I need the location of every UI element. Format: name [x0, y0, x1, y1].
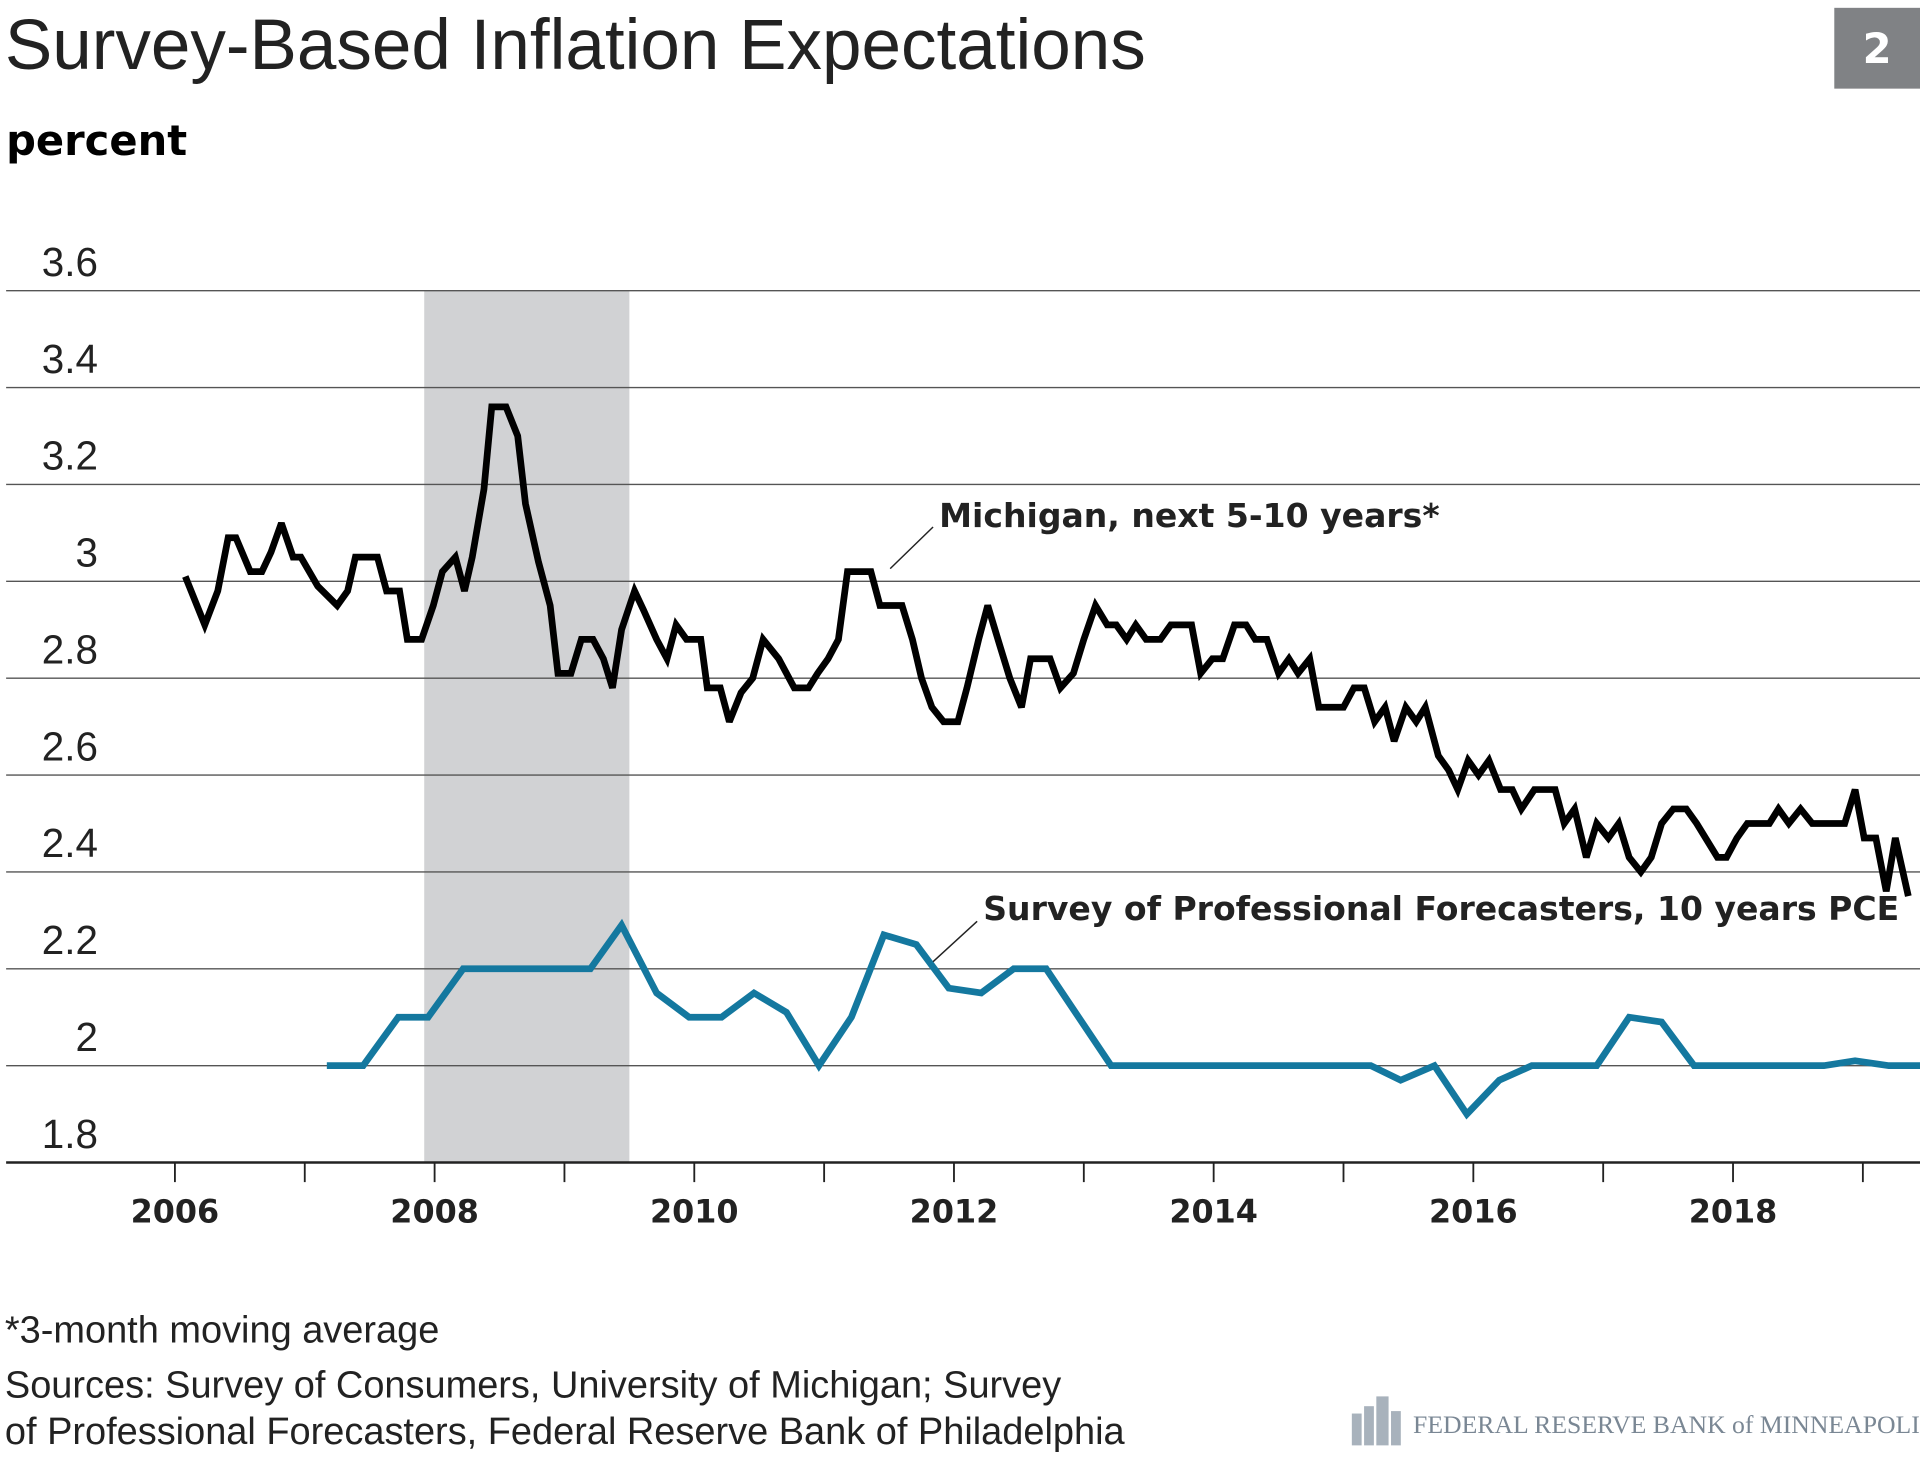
x-tick-label: 2016 [1429, 1193, 1518, 1231]
y-tick-label: 3.6 [42, 239, 98, 285]
y-tick-label: 2.8 [42, 626, 98, 672]
x-tick-label: 2008 [390, 1193, 479, 1231]
y-tick-label: 1.8 [42, 1111, 98, 1157]
badge: 2 [1863, 24, 1892, 73]
leader-line [932, 920, 978, 963]
logo-icon [1351, 1396, 1401, 1446]
y-tick-label: 2 [75, 1014, 97, 1060]
y-tick-label: 3.4 [42, 336, 98, 382]
x-tick-label: 2012 [910, 1193, 999, 1231]
y-tick-label: 3 [75, 530, 97, 576]
y-tick-label: 3.2 [42, 433, 98, 479]
x-tick-label: 2006 [131, 1193, 220, 1231]
x-tick-label: 2014 [1169, 1193, 1258, 1231]
series-label: Michigan, next 5-10 years* [939, 496, 1439, 535]
chart-title: Survey-Based Inflation Expectations [5, 6, 1146, 85]
y-axis-label: percent [6, 116, 187, 165]
source-line: of Professional Forecasters, Federal Res… [5, 1411, 1126, 1453]
x-tick-label: 2018 [1689, 1193, 1778, 1231]
y-tick-label: 2.2 [42, 917, 98, 963]
y-tick-label: 2.6 [42, 723, 98, 769]
badge-box [1834, 7, 1920, 89]
source-line: Sources: Survey of Consumers, University… [5, 1365, 1061, 1407]
logo: FEDERAL RESERVE BANK of MINNEAPOLIS [1413, 1410, 1920, 1439]
leader-line [889, 526, 934, 570]
y-tick-label: 2.4 [42, 820, 98, 866]
plot: 1.8 2 2.2 2.4 2.6 2.8 3 3.2 3.4 3.6 2006 2008 2010 20… [6, 239, 1920, 1231]
series-line [326, 918, 1920, 1120]
x-tick-label: 2010 [650, 1193, 739, 1231]
recession-band [424, 290, 630, 1163]
series-line [182, 403, 1912, 897]
footnote: *3-month moving average [5, 1310, 439, 1352]
series-label: Survey of Professional Forecasters, 10 y… [983, 889, 1899, 928]
